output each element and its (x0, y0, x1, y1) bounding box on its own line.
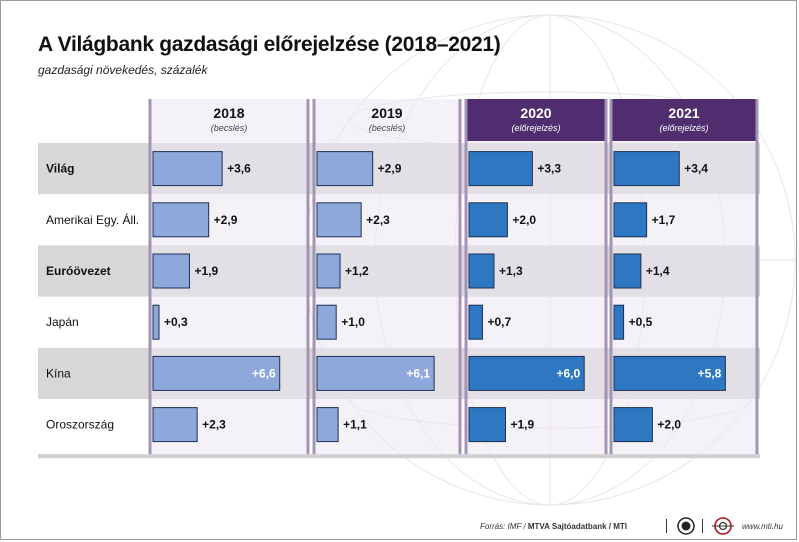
bar-value-label: +1,9 (510, 418, 534, 432)
column-note-label: (becslés) (369, 123, 406, 133)
bar-value-label: +3,6 (227, 162, 251, 176)
bar-value-label: +2,9 (214, 213, 238, 227)
bar-value-label: +6,6 (252, 366, 276, 380)
bar (468, 355, 585, 391)
bar-value-label: +1,3 (499, 264, 523, 278)
bar (613, 202, 648, 238)
footer-url: www.mti.hu (742, 522, 783, 531)
category-label: Japán (46, 315, 79, 329)
bar (316, 202, 362, 238)
bar-value-label: +2,9 (378, 162, 402, 176)
bar-value-label: +1,7 (652, 213, 676, 227)
bar (468, 202, 508, 238)
bar-value-label: +3,4 (684, 162, 708, 176)
bar (152, 151, 223, 187)
bar (152, 355, 281, 391)
bar (468, 151, 533, 187)
column-note-label: (előrejelzés) (511, 123, 560, 133)
source-agency: MTVA Sajtóadatbank / MTI (527, 522, 627, 531)
column-year-label: 2021 (668, 105, 699, 121)
mtva-logo-icon (677, 517, 695, 535)
bar (152, 202, 210, 238)
bar (316, 407, 339, 443)
bar (316, 355, 435, 391)
bar (613, 304, 625, 340)
bar-value-label: +0,3 (164, 315, 188, 329)
bar (316, 304, 337, 340)
bar (613, 407, 653, 443)
footer-divider (702, 519, 703, 533)
bar (468, 407, 506, 443)
bar-value-label: +0,7 (487, 315, 511, 329)
chart-bottom-edge (38, 454, 760, 459)
bar-value-label: +2,0 (657, 418, 681, 432)
bar-value-label: +0,5 (629, 315, 653, 329)
source-credit: Forrás: IMF / MTVA Sajtóadatbank / MTI (480, 522, 627, 531)
bar (152, 407, 198, 443)
bar-value-label: +2,0 (512, 213, 536, 227)
bar (316, 151, 374, 187)
column-header-bg (611, 99, 757, 141)
bar-value-label: +1,0 (341, 315, 365, 329)
column-year-label: 2019 (371, 105, 402, 121)
bar-value-label: +1,9 (194, 264, 218, 278)
bar (613, 355, 726, 391)
column-year-label: 2020 (520, 105, 551, 121)
bar-value-label: +5,8 (698, 366, 722, 380)
column-note-label: (becslés) (211, 123, 248, 133)
bar-value-label: +2,3 (366, 213, 390, 227)
bar-value-label: +2,3 (202, 418, 226, 432)
bar-value-label: +3,3 (537, 162, 561, 176)
category-label: Amerikai Egy. Áll. (46, 212, 139, 227)
footer: Forrás: IMF / MTVA Sajtóadatbank / MTI w… (480, 516, 790, 536)
bar (152, 304, 160, 340)
bar (468, 304, 483, 340)
category-label: Oroszország (46, 418, 114, 432)
category-label: Euróövezet (46, 264, 111, 278)
column-year-label: 2018 (213, 105, 244, 121)
chart-subtitle: gazdasági növekedés, százalék (38, 63, 208, 77)
bar-value-label: +6,1 (406, 366, 430, 380)
bar (468, 253, 495, 289)
category-label: Világ (46, 162, 74, 176)
mti-logo-icon (712, 517, 734, 535)
bar (613, 151, 680, 187)
bar-value-label: +1,2 (345, 264, 369, 278)
bar (316, 253, 341, 289)
bar-value-label: +6,0 (556, 366, 580, 380)
category-label: Kína (46, 366, 71, 380)
column-header-bg (466, 99, 606, 141)
bar-value-label: +1,1 (343, 418, 367, 432)
source-prefix: Forrás: IMF / (480, 522, 528, 531)
bar-value-label: +1,4 (646, 264, 670, 278)
chart-title: A Világbank gazdasági előrejelzése (2018… (38, 33, 501, 56)
column-note-label: (előrejelzés) (659, 123, 708, 133)
bar (152, 253, 190, 289)
footer-divider (666, 519, 667, 533)
bar (613, 253, 642, 289)
